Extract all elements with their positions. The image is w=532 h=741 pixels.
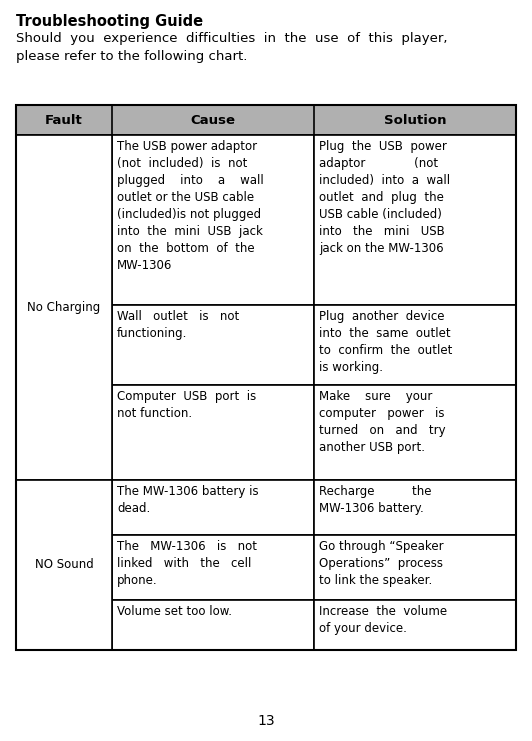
Text: Fault: Fault bbox=[45, 113, 83, 127]
Text: Volume set too low.: Volume set too low. bbox=[117, 605, 232, 618]
Text: Solution: Solution bbox=[384, 113, 446, 127]
Text: The USB power adaptor
(not  included)  is  not
plugged    into    a    wall
outl: The USB power adaptor (not included) is … bbox=[117, 140, 264, 272]
Bar bbox=[314, 135, 516, 305]
Text: Cause: Cause bbox=[190, 113, 236, 127]
Text: Recharge          the
MW-1306 battery.: Recharge the MW-1306 battery. bbox=[319, 485, 431, 515]
Bar bbox=[16, 135, 112, 480]
Text: Plug  the  USB  power
adaptor             (not
included)  into  a  wall
outlet  : Plug the USB power adaptor (not included… bbox=[319, 140, 450, 255]
Text: please refer to the following chart.: please refer to the following chart. bbox=[16, 50, 247, 63]
Bar bbox=[314, 480, 516, 535]
Text: Wall   outlet   is   not
functioning.: Wall outlet is not functioning. bbox=[117, 310, 239, 340]
Text: 13: 13 bbox=[257, 714, 275, 728]
Bar bbox=[314, 305, 516, 385]
Bar bbox=[112, 305, 314, 385]
Bar bbox=[112, 600, 314, 650]
Text: Go through “Speaker
Operations”  process
to link the speaker.: Go through “Speaker Operations” process … bbox=[319, 540, 444, 587]
Bar bbox=[314, 600, 516, 650]
Text: Troubleshooting Guide: Troubleshooting Guide bbox=[16, 14, 203, 29]
Bar bbox=[112, 535, 314, 600]
Bar bbox=[16, 480, 112, 650]
Text: Plug  another  device
into  the  same  outlet
to  confirm  the  outlet
is workin: Plug another device into the same outlet… bbox=[319, 310, 452, 374]
Text: Increase  the  volume
of your device.: Increase the volume of your device. bbox=[319, 605, 447, 635]
Bar bbox=[112, 135, 314, 305]
Bar bbox=[314, 385, 516, 480]
Bar bbox=[112, 480, 314, 535]
Text: Should  you  experience  difficulties  in  the  use  of  this  player,: Should you experience difficulties in th… bbox=[16, 32, 447, 45]
Bar bbox=[16, 105, 516, 650]
Bar bbox=[314, 535, 516, 600]
Text: The   MW-1306   is   not
linked   with   the   cell
phone.: The MW-1306 is not linked with the cell … bbox=[117, 540, 257, 587]
Text: Make    sure    your
computer   power   is
turned   on   and   try
another USB p: Make sure your computer power is turned … bbox=[319, 390, 446, 454]
Text: Computer  USB  port  is
not function.: Computer USB port is not function. bbox=[117, 390, 256, 420]
Text: No Charging: No Charging bbox=[27, 301, 101, 314]
Bar bbox=[16, 105, 516, 135]
Text: NO Sound: NO Sound bbox=[35, 559, 94, 571]
Text: The MW-1306 battery is
dead.: The MW-1306 battery is dead. bbox=[117, 485, 259, 515]
Bar bbox=[112, 385, 314, 480]
